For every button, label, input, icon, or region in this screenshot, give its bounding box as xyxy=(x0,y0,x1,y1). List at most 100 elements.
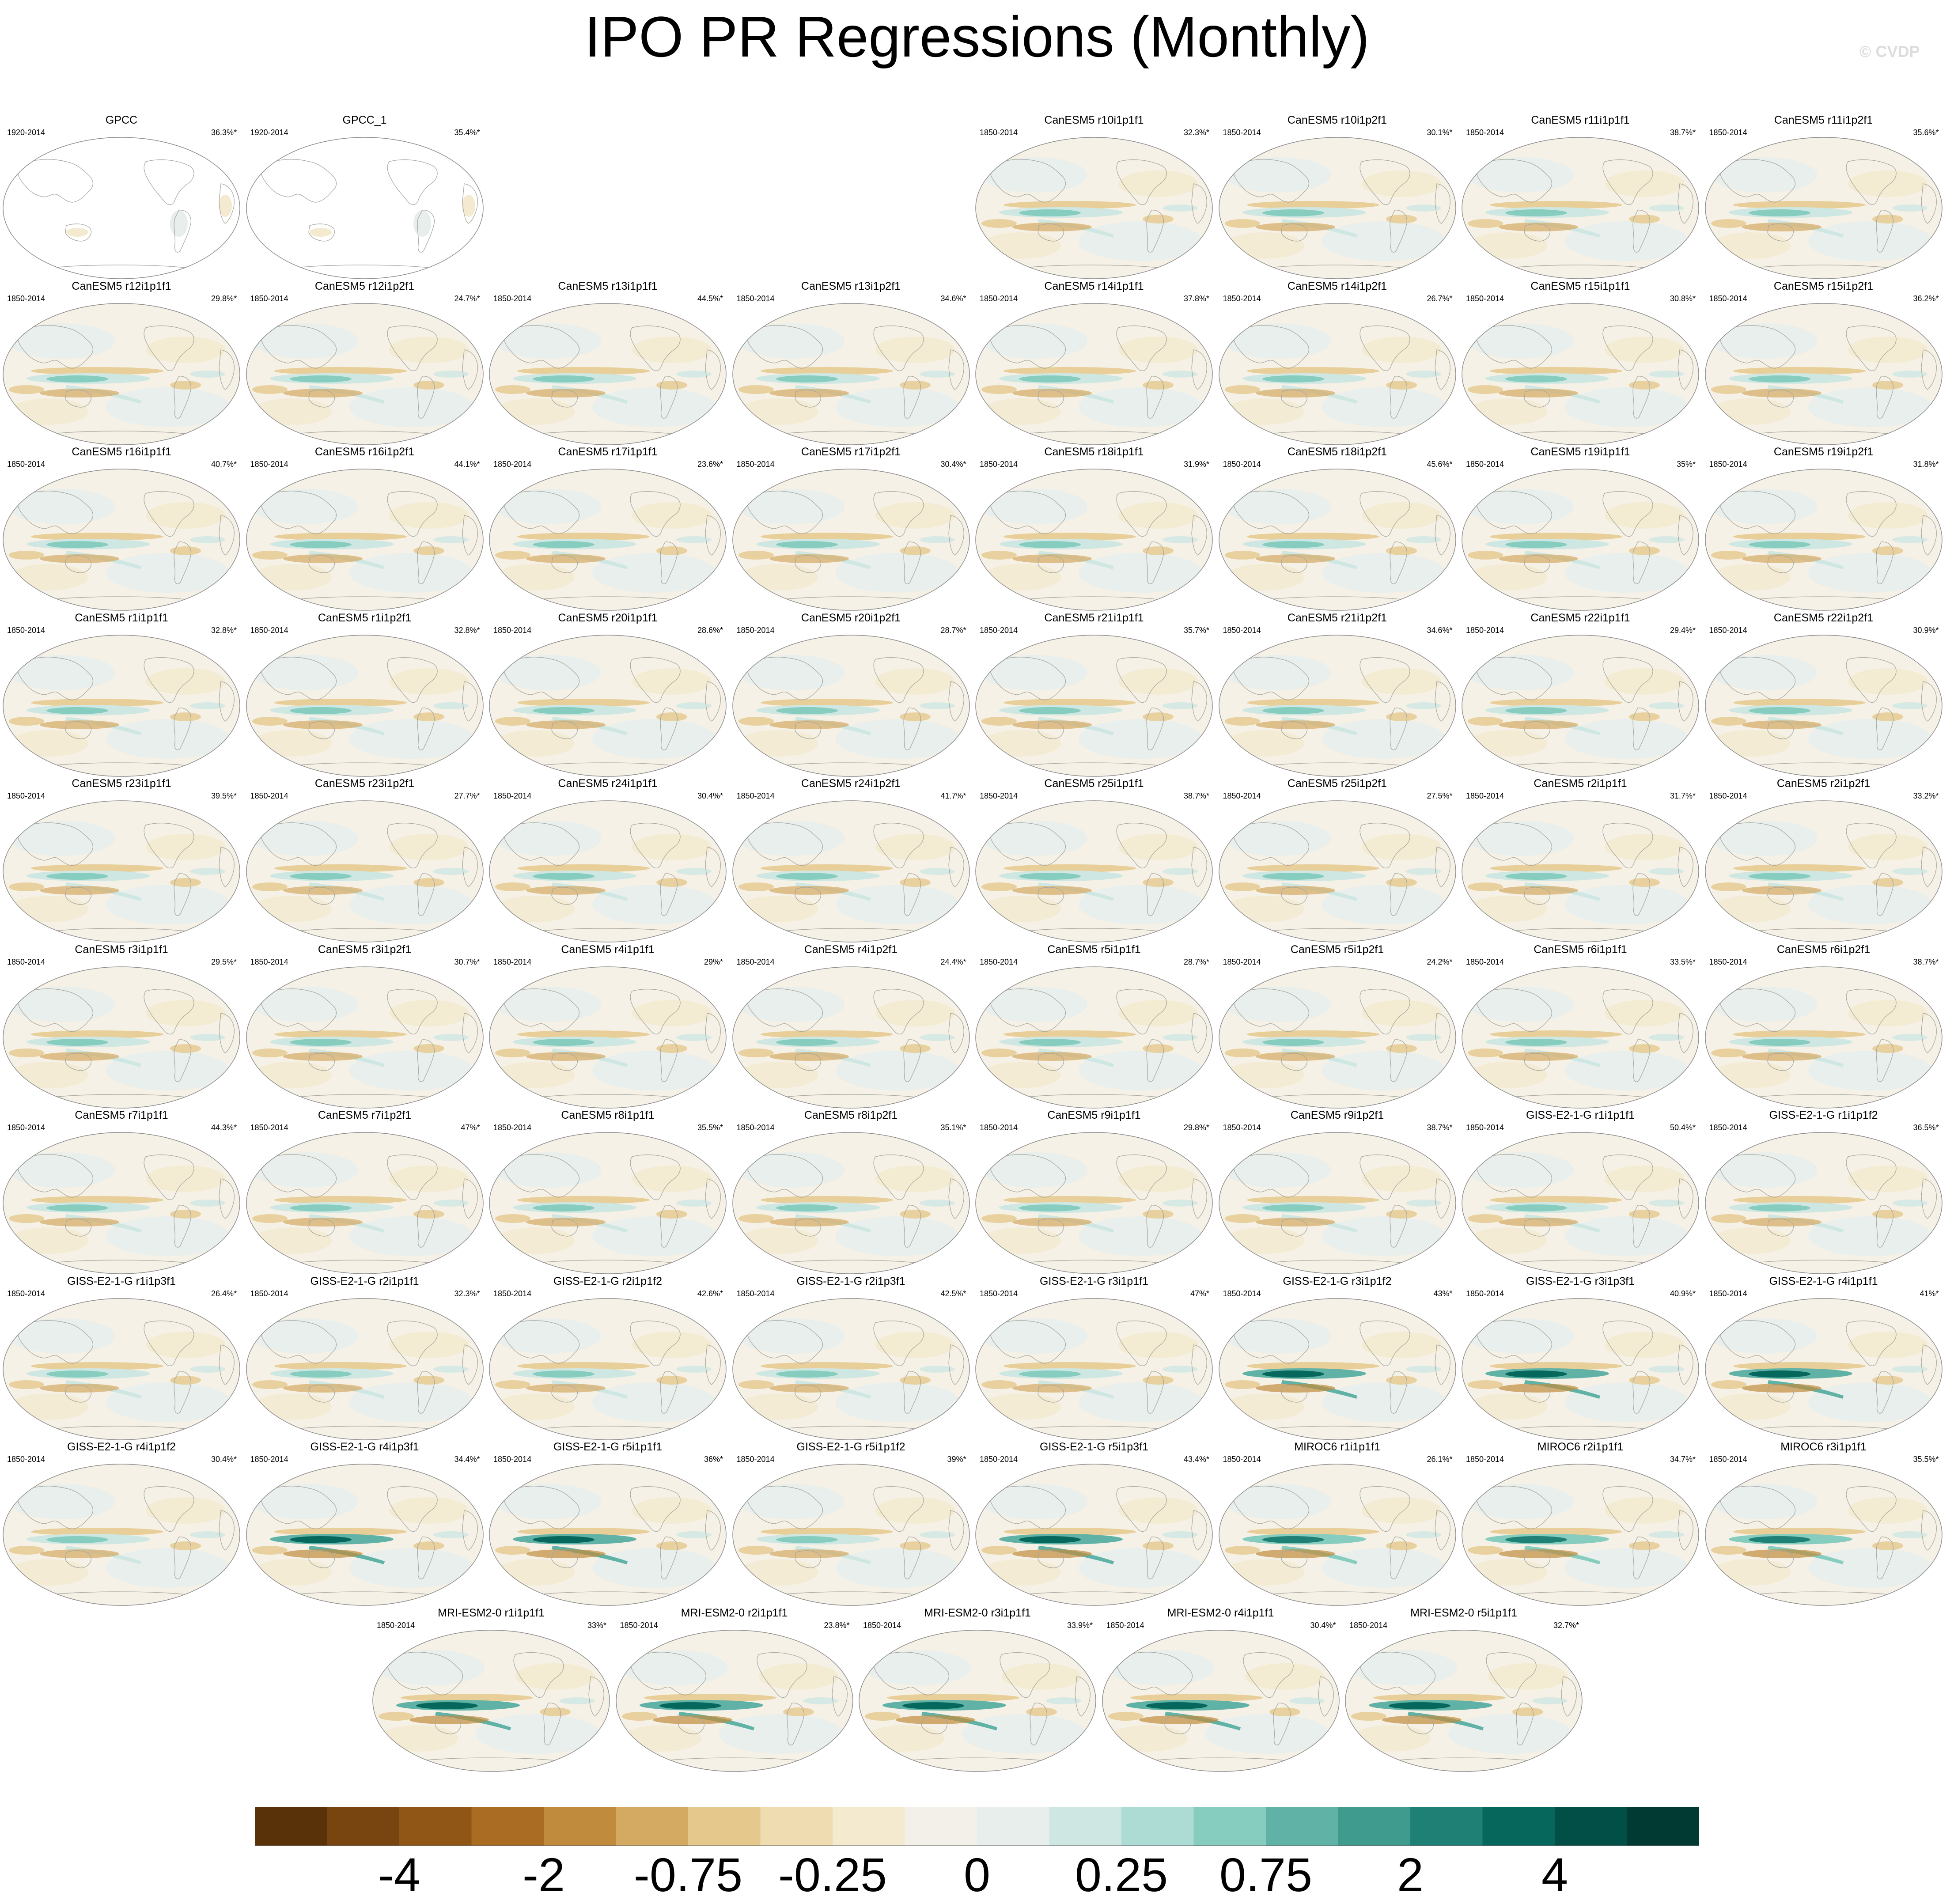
map-panel: CanESM5 r15i1p2f1 1850-2014 36.2%* xyxy=(1702,280,1945,447)
panel-title: CanESM5 r17i1p1f1 xyxy=(558,446,658,458)
panel-title: CanESM5 r20i1p2f1 xyxy=(801,611,901,624)
colorbar-tick-label: 2 xyxy=(1397,1848,1424,1901)
panel-title: CanESM5 r17i1p2f1 xyxy=(801,446,901,458)
panel-title: MIROC6 r3i1p1f1 xyxy=(1780,1441,1867,1453)
panel-variance-pct: 29.4%* xyxy=(1670,625,1696,635)
panel-title: CanESM5 r15i1p1f1 xyxy=(1530,280,1630,292)
regression-map xyxy=(3,469,240,611)
regression-map xyxy=(732,303,970,445)
map-panel: GISS-E2-1-G r4i1p3f1 1850-2014 34.4%* xyxy=(243,1441,486,1608)
panel-variance-pct: 28.7%* xyxy=(940,625,966,635)
panel-title: CanESM5 r22i1p2f1 xyxy=(1773,611,1874,624)
map-panel: CanESM5 r10i1p1f1 1850-2014 32.3%* xyxy=(973,114,1216,281)
panel-variance-pct: 28.6%* xyxy=(697,625,723,635)
panel-variance-pct: 36.2%* xyxy=(1913,294,1939,303)
map-panel: CanESM5 r19i1p2f1 1850-2014 31.8%* xyxy=(1702,446,1945,613)
regression-map xyxy=(3,800,240,943)
map-panel: CanESM5 r18i1p2f1 1850-2014 45.6%* xyxy=(1216,446,1459,613)
panel-variance-pct: 42.6%* xyxy=(697,1289,723,1298)
regression-map xyxy=(975,1464,1213,1606)
panel-title: CanESM5 r3i1p2f1 xyxy=(318,943,412,956)
panel-variance-pct: 50.4%* xyxy=(1670,1123,1696,1132)
panel-title: CanESM5 r10i1p2f1 xyxy=(1287,114,1387,126)
panel-title: CanESM5 r13i1p1f1 xyxy=(558,280,658,292)
regression-map xyxy=(1462,634,1699,777)
panel-variance-pct: 29%* xyxy=(704,957,723,966)
panel-years: 1850-2014 xyxy=(250,460,288,469)
panel-years: 1920-2014 xyxy=(7,128,45,137)
regression-map xyxy=(1704,469,1943,611)
regression-map xyxy=(975,800,1213,943)
panel-years: 1850-2014 xyxy=(250,1123,288,1132)
panel-years: 1850-2014 xyxy=(493,625,532,635)
panel-years: 1850-2014 xyxy=(980,128,1018,137)
map-panel: CanESM5 r14i1p2f1 1850-2014 26.7%* xyxy=(1216,280,1459,447)
regression-map xyxy=(246,634,484,777)
colorbar-swatch xyxy=(688,1807,761,1846)
regression-map xyxy=(1218,800,1456,943)
regression-map xyxy=(3,1464,240,1606)
panel-years: 1850-2014 xyxy=(736,1455,775,1464)
panel-variance-pct: 23.8%* xyxy=(824,1620,850,1630)
colorbar-swatch xyxy=(833,1807,905,1846)
map-panel: GISS-E2-1-G r4i1p1f1 1850-2014 41%* xyxy=(1702,1275,1945,1442)
regression-map xyxy=(975,1132,1213,1274)
panel-title: CanESM5 r11i1p2f1 xyxy=(1774,114,1873,126)
map-panel: CanESM5 r23i1p1f1 1850-2014 39.5%* xyxy=(0,777,243,945)
panel-title: GISS-E2-1-G r1i1p1f2 xyxy=(1769,1109,1878,1121)
panel-variance-pct: 33.5%* xyxy=(1670,957,1696,966)
panel-years: 1850-2014 xyxy=(736,460,775,469)
regression-map xyxy=(732,1464,970,1606)
panel-variance-pct: 34.6%* xyxy=(1427,625,1453,635)
panel-title: GISS-E2-1-G r2i1p1f1 xyxy=(310,1275,419,1287)
map-panel: MRI-ESM2-0 r3i1p1f1 1850-2014 33.9%* xyxy=(856,1607,1099,1774)
regression-map xyxy=(489,1132,727,1274)
colorbar-swatch xyxy=(1555,1807,1627,1846)
regression-map xyxy=(732,1132,970,1274)
map-panel: CanESM5 r6i1p2f1 1850-2014 38.7%* xyxy=(1702,943,1945,1111)
panel-years: 1850-2014 xyxy=(1466,294,1504,303)
regression-map xyxy=(975,1298,1213,1440)
panel-variance-pct: 31.8%* xyxy=(1913,460,1939,469)
map-panel: GISS-E2-1-G r1i1p1f1 1850-2014 50.4%* xyxy=(1459,1109,1702,1276)
map-panel: MIROC6 r1i1p1f1 1850-2014 26.1%* xyxy=(1216,1441,1459,1608)
panel-years: 1850-2014 xyxy=(1223,1123,1261,1132)
panel-title: CanESM5 r21i1p1f1 xyxy=(1044,611,1144,624)
map-panel: CanESM5 r21i1p1f1 1850-2014 35.7%* xyxy=(973,611,1216,779)
colorbar-tick-label: 0.25 xyxy=(1075,1848,1168,1901)
regression-map xyxy=(975,634,1213,777)
colorbar-tick-label: 0 xyxy=(963,1848,991,1901)
panel-variance-pct: 37.8%* xyxy=(1183,294,1209,303)
panel-variance-pct: 44.5%* xyxy=(697,294,723,303)
panel-title: CanESM5 r11i1p1f1 xyxy=(1531,114,1630,126)
regression-map xyxy=(3,1298,240,1440)
panel-variance-pct: 45.6%* xyxy=(1427,460,1453,469)
panel-years: 1850-2014 xyxy=(1709,957,1747,966)
map-panel: CanESM5 r11i1p2f1 1850-2014 35.6%* xyxy=(1702,114,1945,281)
panel-title: GISS-E2-1-G r5i1p1f1 xyxy=(553,1441,662,1453)
map-panel: CanESM5 r20i1p2f1 1850-2014 28.7%* xyxy=(730,611,973,779)
panel-title: CanESM5 r25i1p2f1 xyxy=(1287,777,1387,790)
panel-title: MRI-ESM2-0 r5i1p1f1 xyxy=(1410,1606,1517,1619)
panel-years: 1850-2014 xyxy=(736,625,775,635)
panel-title: GISS-E2-1-G r1i1p3f1 xyxy=(67,1275,176,1287)
panel-years: 1850-2014 xyxy=(1106,1620,1144,1630)
panel-variance-pct: 47%* xyxy=(461,1123,480,1132)
panel-variance-pct: 26.1%* xyxy=(1427,1455,1453,1464)
regression-map xyxy=(246,303,484,445)
panel-variance-pct: 38.7%* xyxy=(1427,1123,1453,1132)
panel-title: GISS-E2-1-G r1i1p1f1 xyxy=(1526,1109,1635,1121)
map-panel: CanESM5 r16i1p2f1 1850-2014 44.1%* xyxy=(243,446,486,613)
panel-years: 1850-2014 xyxy=(1466,460,1504,469)
panel-title: GISS-E2-1-G r4i1p1f1 xyxy=(1769,1275,1878,1287)
colorbar-swatch xyxy=(1410,1807,1483,1846)
panel-title: MRI-ESM2-0 r2i1p1f1 xyxy=(681,1606,788,1619)
panel-title: CanESM5 r16i1p1f1 xyxy=(72,446,171,458)
panel-years: 1850-2014 xyxy=(980,957,1018,966)
panel-years: 1850-2014 xyxy=(980,1123,1018,1132)
panel-variance-pct: 32.7%* xyxy=(1553,1620,1579,1630)
panel-years: 1850-2014 xyxy=(620,1620,658,1630)
panel-title: GISS-E2-1-G r5i1p3f1 xyxy=(1040,1441,1148,1453)
panel-variance-pct: 43%* xyxy=(1433,1289,1453,1298)
panel-title: MRI-ESM2-0 r1i1p1f1 xyxy=(438,1606,545,1619)
